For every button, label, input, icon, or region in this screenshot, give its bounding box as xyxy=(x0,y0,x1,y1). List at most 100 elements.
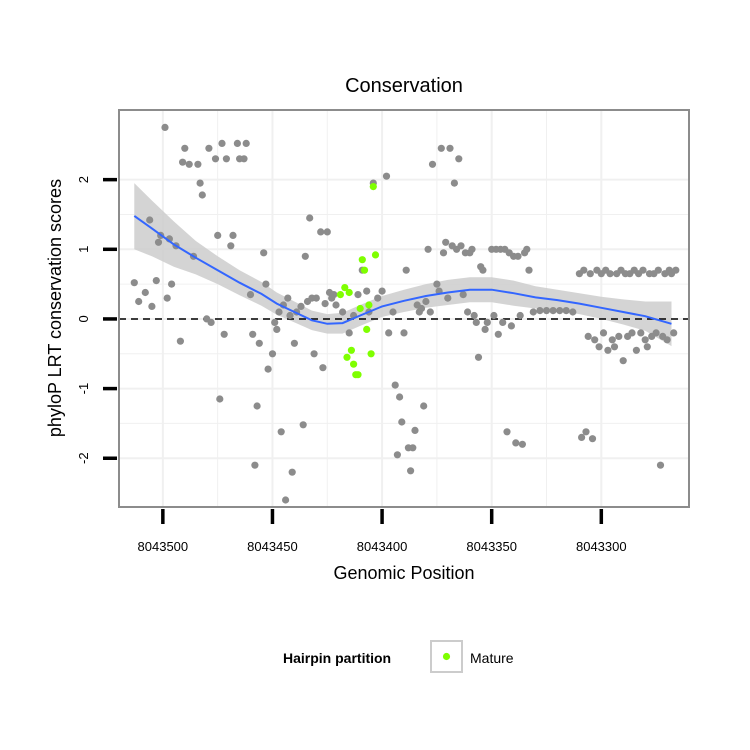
data-point xyxy=(422,297,430,306)
data-point xyxy=(670,329,678,337)
other-points xyxy=(130,123,680,504)
y-axis: -2 -1 0 1 2 xyxy=(76,176,117,464)
data-point xyxy=(382,172,391,180)
data-point xyxy=(610,343,619,351)
mature-point xyxy=(367,350,375,358)
data-point xyxy=(525,266,533,274)
y-tick-label: -2 xyxy=(76,452,91,464)
data-point xyxy=(282,496,290,504)
data-point xyxy=(222,155,230,163)
plot-panel-border xyxy=(118,109,690,508)
mature-point xyxy=(363,325,371,333)
data-point xyxy=(176,337,184,345)
data-point xyxy=(163,294,171,302)
data-point xyxy=(218,139,226,147)
data-point xyxy=(330,291,338,299)
data-point xyxy=(205,144,213,152)
data-point xyxy=(268,350,277,358)
data-point xyxy=(444,294,452,302)
data-point xyxy=(273,325,281,333)
data-point xyxy=(402,266,410,274)
data-point xyxy=(196,179,204,187)
x-tick-label: 8043300 xyxy=(576,539,627,554)
mature-points xyxy=(336,183,380,379)
data-point xyxy=(181,144,189,152)
data-point xyxy=(424,245,432,253)
mature-point xyxy=(336,291,344,299)
data-point xyxy=(615,332,623,340)
x-tick-label: 8043450 xyxy=(247,539,298,554)
data-point xyxy=(345,329,353,337)
data-point xyxy=(260,249,268,257)
data-point xyxy=(595,343,603,351)
data-point xyxy=(240,155,248,163)
mature-point xyxy=(354,371,362,379)
data-point xyxy=(179,158,187,166)
data-point xyxy=(312,294,320,302)
data-point xyxy=(152,277,160,285)
data-point xyxy=(378,287,386,295)
data-point xyxy=(481,325,489,333)
data-point xyxy=(385,329,393,337)
data-point xyxy=(354,291,362,299)
data-point xyxy=(474,353,483,361)
data-point xyxy=(398,418,406,426)
x-tick-label: 8043500 xyxy=(138,539,189,554)
data-point xyxy=(654,266,662,274)
data-point xyxy=(297,302,305,310)
data-point xyxy=(562,307,570,315)
data-point xyxy=(299,421,307,429)
data-point xyxy=(468,245,476,253)
data-point xyxy=(290,339,298,347)
data-point xyxy=(514,252,522,260)
data-point xyxy=(363,287,371,295)
data-point xyxy=(216,395,224,403)
data-point xyxy=(656,461,665,469)
mature-point xyxy=(345,288,353,297)
data-point xyxy=(446,144,454,152)
data-point xyxy=(426,308,434,316)
data-point xyxy=(251,461,259,469)
data-point xyxy=(619,357,627,365)
data-point xyxy=(229,231,237,239)
data-point xyxy=(628,329,636,337)
data-point xyxy=(323,228,331,236)
data-point xyxy=(288,468,296,476)
x-axis-title: Genomic Position xyxy=(333,563,474,583)
data-point xyxy=(507,322,515,330)
data-point xyxy=(455,155,463,163)
data-point xyxy=(641,336,649,344)
data-point xyxy=(499,318,507,326)
data-point xyxy=(417,304,426,313)
data-point xyxy=(400,329,408,337)
data-point xyxy=(637,329,645,337)
data-point xyxy=(130,279,138,287)
data-point xyxy=(220,330,228,338)
legend-mature-marker xyxy=(442,652,451,661)
grid-lines xyxy=(119,110,689,507)
data-point xyxy=(663,336,671,344)
data-point xyxy=(374,294,382,302)
data-point xyxy=(154,238,163,246)
data-point xyxy=(643,343,651,351)
mature-point xyxy=(358,256,366,264)
data-point xyxy=(632,346,641,354)
x-tick-label: 8043400 xyxy=(357,539,408,554)
data-point xyxy=(141,288,149,297)
data-point xyxy=(409,444,417,452)
confidence-band xyxy=(134,183,672,347)
data-point xyxy=(246,291,255,299)
data-point xyxy=(146,216,154,224)
data-point xyxy=(393,451,401,459)
data-point xyxy=(439,249,448,257)
data-point xyxy=(556,307,564,315)
data-point xyxy=(284,294,292,302)
data-point xyxy=(148,302,156,310)
data-point xyxy=(207,318,215,326)
data-point xyxy=(639,266,647,274)
data-point xyxy=(339,308,347,316)
data-point xyxy=(672,266,680,274)
data-point xyxy=(420,402,428,410)
data-point xyxy=(249,330,257,338)
